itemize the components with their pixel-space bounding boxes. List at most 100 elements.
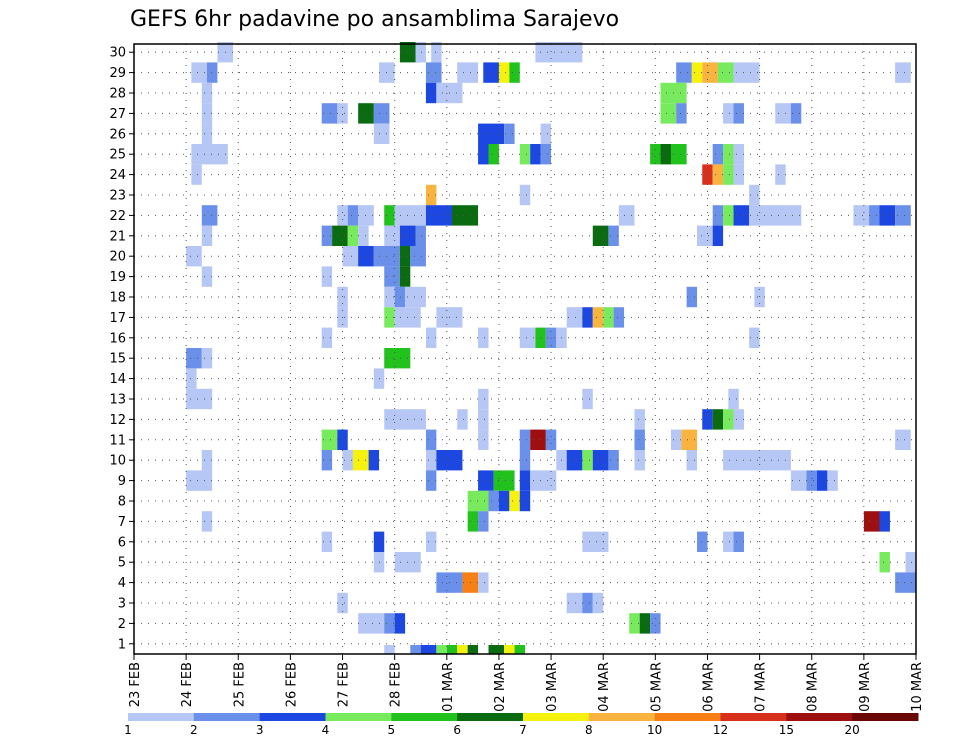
y-tick-label: 10 (109, 454, 126, 469)
heat-cell (337, 103, 348, 124)
heat-cell (384, 409, 426, 430)
heat-cell (337, 205, 348, 226)
heat-cell (639, 613, 651, 634)
heat-cell (201, 103, 213, 124)
heat-cell (332, 225, 348, 246)
heat-cell (425, 184, 437, 206)
y-tick-label: 25 (109, 148, 126, 163)
heat-cell (702, 409, 713, 430)
y-tick-label: 26 (109, 127, 126, 142)
y-tick-label: 2 (118, 617, 126, 632)
heat-cell (879, 511, 890, 532)
heat-cell (519, 327, 536, 348)
heat-cell (425, 429, 437, 450)
heat-cell (592, 225, 609, 246)
y-tick-label: 28 (109, 87, 126, 102)
heat-cell (566, 450, 583, 471)
heat-cell (399, 266, 411, 287)
heat-cell (201, 511, 213, 532)
heat-cell (191, 144, 228, 165)
heat-cell (879, 205, 896, 226)
colorbar-label: 3 (256, 723, 264, 737)
heat-cell (712, 205, 724, 226)
heat-cell (712, 409, 724, 430)
x-tick-label: 10 MAR (910, 662, 925, 712)
heat-cell (519, 429, 531, 450)
heat-cell (201, 123, 213, 144)
heat-cell (321, 103, 338, 124)
heat-cell (733, 103, 744, 124)
heat-cell (478, 409, 489, 430)
x-tick-label: 06 MAR (701, 662, 716, 712)
colorbar-swatch (786, 713, 853, 721)
heat-cell (410, 246, 426, 267)
heat-cell (723, 144, 734, 165)
heat-cell (592, 592, 604, 614)
heat-cell (321, 450, 333, 471)
heat-cell (895, 205, 911, 226)
colorbar-swatch (457, 713, 524, 721)
heat-cell (337, 592, 348, 614)
heat-cell (498, 490, 510, 512)
heat-cell (691, 62, 703, 83)
heat-cell (582, 592, 593, 614)
heat-cell (186, 368, 197, 389)
y-tick-label: 14 (109, 372, 126, 387)
heat-cell (478, 572, 489, 593)
heat-cell (608, 450, 619, 471)
heat-cell (749, 205, 802, 226)
colorbar-label: 4 (322, 723, 330, 737)
heat-cell (384, 286, 395, 308)
heat-cell (394, 205, 426, 226)
heat-cell (384, 205, 395, 226)
heat-cell (452, 205, 479, 226)
y-tick-label: 8 (118, 495, 126, 510)
heat-cell (733, 164, 744, 185)
heat-cell (478, 144, 489, 165)
heat-cell (467, 490, 489, 512)
heat-cell (457, 409, 468, 430)
heat-cell (519, 144, 531, 165)
x-tick-label: 01 MAR (441, 662, 456, 712)
y-tick-label: 4 (118, 576, 126, 591)
x-tick-label: 04 MAR (597, 662, 612, 712)
heat-cell (394, 613, 406, 634)
heat-cell (650, 613, 661, 634)
heat-cell (712, 164, 724, 185)
heat-cell (373, 103, 390, 124)
heat-cell (425, 531, 437, 552)
x-axis: 23 FEB 24 FEB 25 FEB 26 FEB 27 FEB 28 FEB 01 M… (128, 654, 925, 712)
x-tick-label: 27 FEB (337, 662, 352, 707)
heat-cell (186, 348, 202, 369)
heat-cell (399, 246, 411, 267)
heat-cell (613, 307, 625, 328)
y-tick-label: 11 (109, 433, 126, 448)
heat-cell (415, 225, 426, 246)
y-tick-label: 16 (109, 331, 126, 346)
heat-cell (733, 205, 750, 226)
colorbar-swatch (523, 713, 590, 721)
x-tick-label: 08 MAR (806, 662, 821, 712)
y-tick-label: 20 (109, 250, 126, 265)
heat-cell (358, 613, 385, 634)
heat-cell (697, 225, 713, 246)
heat-cell (863, 511, 880, 532)
y-tick-label: 3 (118, 597, 126, 612)
colorbar-swatch (720, 713, 787, 721)
heat-cell (358, 225, 369, 246)
heat-cell (629, 613, 640, 634)
heat-cell (519, 184, 531, 206)
heat-cell (384, 613, 395, 634)
heat-cell (321, 327, 333, 348)
x-tick-label: 09 MAR (858, 662, 873, 712)
colorbar-label: 5 (388, 723, 396, 737)
heat-cell (201, 205, 218, 226)
heat-cell (582, 388, 593, 410)
heat-cell (530, 429, 546, 450)
heat-cell (879, 552, 890, 573)
y-tick-label: 1 (118, 637, 126, 652)
heat-cell (723, 450, 791, 471)
heat-cell (733, 531, 744, 552)
heat-cell (519, 450, 531, 471)
